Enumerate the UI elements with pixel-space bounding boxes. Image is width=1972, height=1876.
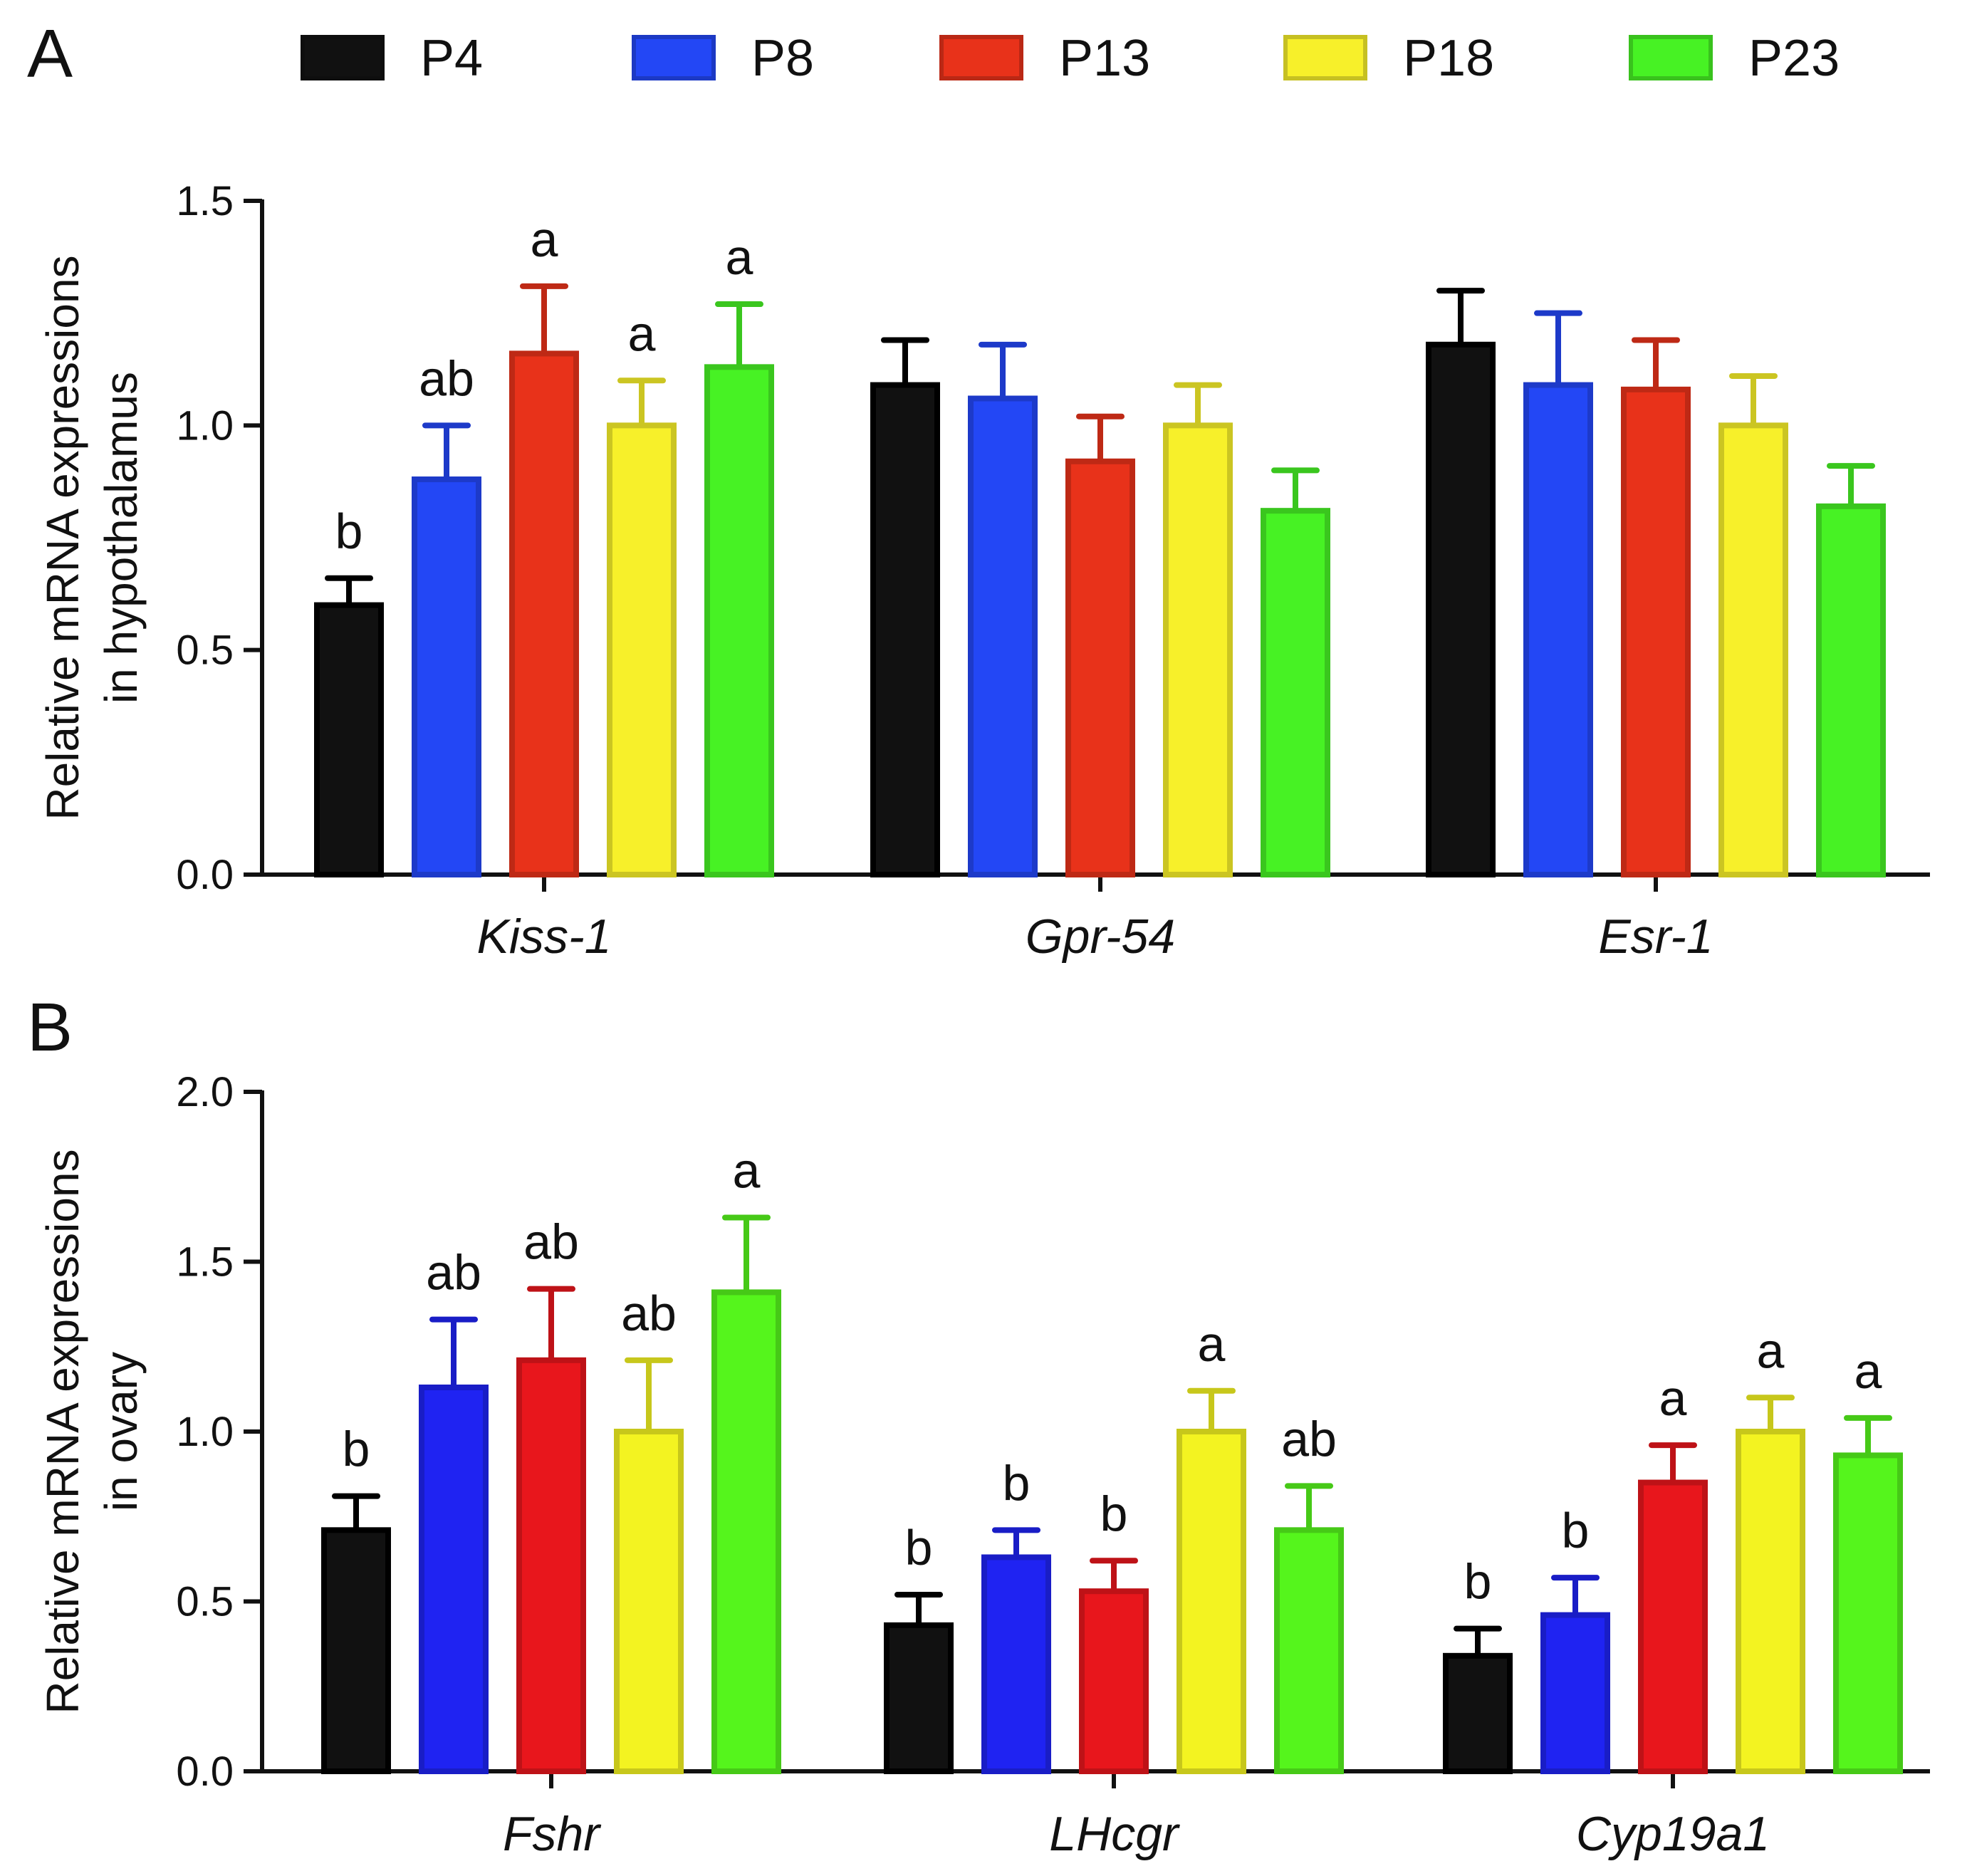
- panel-b-bar-cyp19a1-p23: [1833, 1452, 1903, 1774]
- panel-b-sig-label-fshr-p4: b: [343, 1422, 370, 1477]
- panel-b-category-label-cyp19a1: Cyp19a1: [1576, 1807, 1770, 1861]
- panel-a-sig-label-kiss-1-p8: ab: [419, 350, 474, 406]
- panel-a-category-label-esr-1: Esr-1: [1598, 910, 1713, 964]
- panel-b-category-label-fshr: Fshr: [503, 1807, 601, 1861]
- panel-a-bar-esr-1-p4: [1426, 341, 1496, 877]
- panel-a-bar-kiss-1-p18: [607, 422, 677, 877]
- panel-a-category-label-kiss-1: Kiss-1: [477, 910, 612, 964]
- panel-b-sig-label-cyp19a1-p13: a: [1659, 1370, 1687, 1426]
- panel-b-bar-lhcgr-p13: [1079, 1588, 1149, 1774]
- panel-b-sig-label-fshr-p18: ab: [621, 1286, 677, 1341]
- panel-b-chart: 0.0 0.5 1.0 1.5 2.0 Relative mRNA expressions…: [37, 1069, 1930, 1861]
- panel-b-bar-cyp19a1-p4: [1443, 1652, 1513, 1775]
- panel-b-category-label-lhcgr: LHcgr: [1049, 1807, 1180, 1861]
- panel-b-sig-label-cyp19a1-p23: a: [1854, 1343, 1882, 1399]
- panel-a-sig-label-kiss-1-p23: a: [726, 229, 753, 285]
- panel-b-bar-fshr-p8: [419, 1384, 489, 1774]
- panel-a-sig-label-kiss-1-p18: a: [628, 306, 656, 361]
- panel-b-y-tick-label: 1.0: [176, 1409, 234, 1455]
- panel-letter-a: A: [27, 16, 73, 92]
- panel-a-y-axis-label: Relative mRNA expressions: [37, 255, 88, 820]
- panel-a-bar-gpr-54-p13: [1065, 458, 1135, 877]
- panel-b-y-tick-label: 0.5: [176, 1579, 234, 1625]
- panel-a-bar-esr-1-p18: [1718, 422, 1788, 877]
- panel-b-y-axis-label: in ovary: [95, 1352, 147, 1511]
- panel-b-bar-fshr-p13: [516, 1357, 586, 1774]
- panel-b-sig-label-lhcgr-p8: b: [1003, 1455, 1031, 1511]
- panel-a-bar-gpr-54-p4: [870, 382, 940, 877]
- panel-b-y-tick-label: 0.0: [176, 1749, 234, 1795]
- panel-a-bar-gpr-54-p23: [1261, 508, 1330, 877]
- panel-a-category-label-gpr-54: Gpr-54: [1026, 910, 1175, 964]
- panel-a-y-axis-label: in hypothalamus: [95, 372, 147, 704]
- panel-a-chart: 0.0 0.5 1.0 1.5 Relative mRNA expressions in …: [37, 178, 1930, 964]
- panel-a-y-tick-label: 0.5: [176, 627, 234, 674]
- legend-label-p13: P13: [1059, 30, 1150, 87]
- panel-a-bar-kiss-1-p23: [704, 364, 774, 877]
- panel-b-bar-lhcgr-p18: [1177, 1429, 1246, 1774]
- legend-swatch-p8: [632, 35, 716, 80]
- panel-b-y-axis-label: Relative mRNA expressions: [37, 1149, 88, 1714]
- panel-b-bar-cyp19a1-p8: [1540, 1612, 1610, 1775]
- panel-a-bar-kiss-1-p13: [509, 350, 579, 877]
- legend-swatch-p13: [939, 35, 1023, 80]
- legend-label-p8: P8: [751, 30, 814, 87]
- panel-b-sig-label-fshr-p13: ab: [523, 1214, 579, 1270]
- panel-a-bar-esr-1-p13: [1621, 386, 1691, 877]
- panel-a-bar-kiss-1-p8: [412, 476, 481, 877]
- panel-a-bar-gpr-54-p18: [1163, 422, 1233, 877]
- panel-b-sig-label-lhcgr-p18: a: [1198, 1316, 1226, 1372]
- panel-b-bar-lhcgr-p4: [884, 1622, 954, 1774]
- panel-b-bar-cyp19a1-p18: [1736, 1429, 1805, 1774]
- panel-letter-b: B: [27, 989, 73, 1065]
- panel-a-y-tick-label: 1.0: [176, 402, 234, 449]
- panel-a-sig-label-kiss-1-p13: a: [531, 212, 558, 267]
- panel-a-bar-esr-1-p8: [1523, 382, 1593, 877]
- legend-label-p18: P18: [1403, 30, 1494, 87]
- panel-b-bar-fshr-p23: [711, 1289, 781, 1775]
- panel-a-bar-kiss-1-p4: [314, 602, 384, 877]
- panel-b-sig-label-fshr-p8: ab: [426, 1245, 481, 1301]
- panel-b-sig-label-cyp19a1-p8: b: [1562, 1503, 1590, 1558]
- panel-a-y-tick-label: 0.0: [176, 852, 234, 898]
- legend-swatch-p23: [1629, 35, 1713, 80]
- panel-a-bar-gpr-54-p8: [968, 395, 1038, 877]
- panel-a-sig-label-kiss-1-p4: b: [335, 504, 363, 559]
- panel-b-bar-fshr-p4: [321, 1527, 391, 1775]
- panel-b-sig-label-lhcgr-p23: ab: [1281, 1411, 1337, 1466]
- panel-b-y-tick-label: 2.0: [176, 1069, 234, 1115]
- panel-b-sig-label-fshr-p23: a: [733, 1142, 761, 1198]
- legend-swatch-p18: [1283, 35, 1367, 80]
- panel-b-sig-label-lhcgr-p4: b: [905, 1520, 933, 1575]
- panel-b-y-tick-label: 1.5: [176, 1239, 234, 1286]
- panel-b-bar-fshr-p18: [614, 1429, 684, 1774]
- panel-a-y-tick-label: 1.5: [176, 178, 234, 224]
- panel-b-sig-label-cyp19a1-p18: a: [1757, 1323, 1785, 1378]
- panel-b-sig-label-cyp19a1-p4: b: [1464, 1554, 1492, 1610]
- legend-swatch-p4: [301, 35, 385, 80]
- panel-b-bar-lhcgr-p8: [981, 1554, 1051, 1774]
- legend-label-p4: P4: [420, 30, 483, 87]
- legend: P4 P8 P13 P18 P23: [301, 30, 1840, 87]
- panel-b-bar-cyp19a1-p13: [1638, 1479, 1708, 1775]
- legend-label-p23: P23: [1748, 30, 1840, 87]
- panel-b-bar-lhcgr-p23: [1274, 1527, 1344, 1775]
- panel-a-bar-esr-1-p23: [1816, 503, 1886, 877]
- panel-b-sig-label-lhcgr-p13: b: [1100, 1486, 1128, 1541]
